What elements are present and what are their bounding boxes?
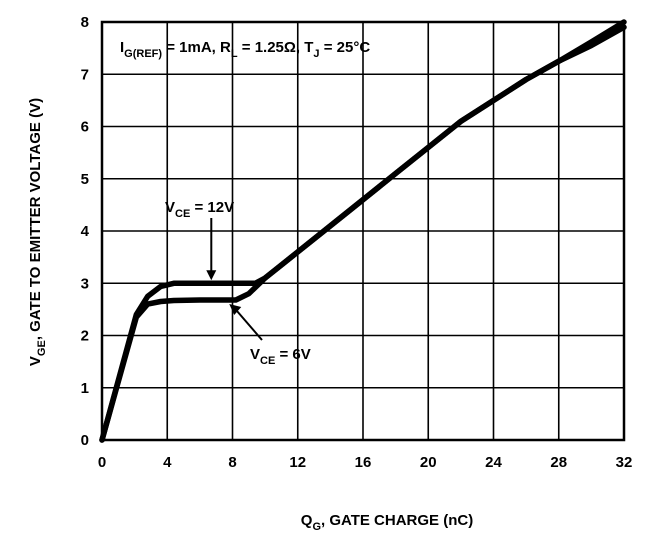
y-tick-label: 8	[81, 14, 89, 31]
annotations	[206, 218, 263, 341]
x-tick-label: 4	[163, 454, 172, 471]
x-axis-title: QG, GATE CHARGE (nC)	[301, 512, 473, 533]
test-conditions: IG(REF) = 1mA, RL = 1.25Ω, TJ = 25°C	[120, 39, 370, 60]
y-tick-label: 0	[81, 432, 89, 449]
x-tick-label: 16	[355, 454, 372, 471]
arrow-vce-6v	[234, 308, 263, 341]
x-tick-label: 8	[228, 454, 236, 471]
arrowhead-vce-6v	[229, 303, 242, 315]
x-tick-label: 20	[420, 454, 437, 471]
x-tick-label: 28	[550, 454, 567, 471]
y-tick-label: 7	[81, 66, 89, 83]
series-label-vce-12v: VCE = 12V	[165, 199, 234, 220]
x-tick-label: 32	[616, 454, 633, 471]
y-tick-label: 3	[81, 275, 89, 292]
series-label-vce-6v: VCE = 6V	[250, 346, 311, 367]
y-tick-label: 2	[81, 328, 89, 345]
grid	[101, 21, 625, 441]
y-tick-label: 5	[81, 171, 89, 188]
y-axis-title: VGE, GATE TO EMITTER VOLTAGE (V)	[27, 98, 48, 366]
curves	[99, 19, 627, 443]
x-tick-label: 0	[98, 454, 106, 471]
plot-frame	[100, 20, 626, 442]
y-tick-label: 6	[81, 119, 89, 136]
x-tick-label: 24	[485, 454, 502, 471]
x-tick-label: 12	[289, 454, 306, 471]
series-line-1	[99, 24, 627, 443]
arrowhead-vce-12v	[206, 270, 217, 281]
y-tick-label: 1	[81, 380, 89, 397]
y-tick-label: 4	[81, 223, 90, 240]
